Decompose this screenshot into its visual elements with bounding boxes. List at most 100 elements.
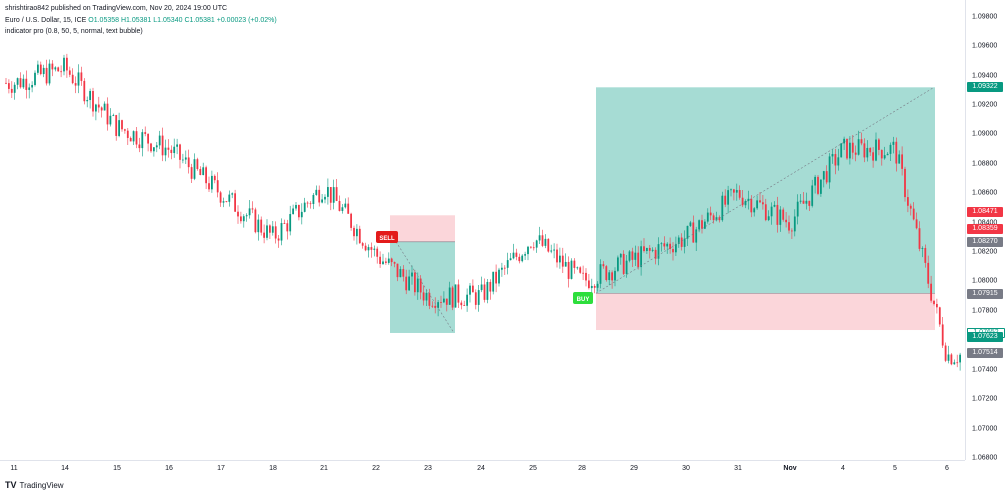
candle-body [95,104,97,112]
candle-body [300,211,303,218]
candle-body [518,256,521,262]
candle-body [767,216,770,221]
tradingview-logo[interactable]: TV TradingView [5,480,64,490]
candle-body [918,228,921,249]
candle-body [115,115,118,136]
candle-body [570,260,573,279]
candle-body [860,139,863,144]
candle-body [811,185,814,206]
buy-signal-badge[interactable]: BUY [573,292,593,304]
candle-body [289,214,292,232]
candle-body [472,285,474,293]
candle-body [791,230,793,232]
candle-body [318,189,321,203]
candle-body [202,167,205,176]
ohlc-open: O1.05358 [88,17,120,24]
candle-body [854,152,857,155]
candle-body [286,223,289,232]
time-tick-label: 17 [217,465,225,472]
candle-body [567,261,570,279]
candle-body [849,142,851,159]
brand-name: TradingView [19,480,64,490]
candle-body [785,219,787,223]
candle-body [274,226,277,239]
candle-body [857,139,860,155]
price-tick-label: 1.08200 [972,248,998,256]
candle-body [37,64,39,73]
candle-body [10,88,13,93]
candle-body [596,283,599,288]
candle-body [248,208,251,216]
candle-body [251,208,254,210]
candle-body [762,202,764,205]
candle-body [657,244,660,259]
candle-body [625,260,628,274]
candle-body [144,132,147,134]
candle-body [466,294,468,306]
candle-body [74,83,77,86]
sell-signal-badge[interactable]: SELL [376,231,398,243]
candle-body [851,142,854,153]
candle-body [715,217,718,221]
candle-body [733,189,735,193]
candle-body [385,261,387,263]
candle-body [544,238,547,246]
candle-body [933,300,935,304]
candle-body [358,228,361,244]
candle-body [953,362,956,365]
candle-body [582,272,584,274]
candle-body [738,190,741,198]
candle-body [646,247,648,252]
candle-body [309,203,312,205]
chart-area[interactable]: SELL BUY shrishtirao842 published on Trad… [0,0,965,460]
candle-body [364,245,367,251]
candle-body [709,212,712,216]
candle-body [39,64,42,75]
candle-body [155,145,158,148]
candle-body [614,270,616,281]
candle-body [147,133,149,144]
candle-body [356,228,358,237]
candle-body [242,216,245,222]
candle-body [503,267,506,269]
candle-body [553,249,555,251]
candle-body [402,269,405,277]
candle-body [532,247,535,249]
candle-body [266,225,268,238]
time-tick-label: 14 [61,465,69,472]
candle-body [103,103,106,111]
candle-body [530,246,532,248]
buy-badge-bg [573,292,593,304]
candle-body [648,247,651,251]
candle-body [654,249,657,259]
candle-body [263,232,265,238]
candle-body [190,167,193,179]
candle-body [158,135,161,146]
candle-body [593,285,596,288]
time-axis[interactable]: 11 14 15 16 17 18 21 22 23 24 25 28 29 30 31 Nov 4 5 6 [0,460,965,478]
candle-body [825,171,828,183]
candle-body [141,132,144,149]
candle-body [219,192,222,203]
candle-body [347,203,350,214]
candle-body [634,252,637,260]
candle-body [770,206,773,217]
candle-body [332,187,335,203]
time-tick-label: 21 [320,465,328,472]
price-tick-label: 1.06800 [972,454,998,462]
candle-body [428,292,431,306]
price-axis[interactable]: 1.09800 1.09600 1.09400 1.09200 1.09000 1.088… [965,0,1005,462]
candle-body [675,243,677,253]
candle-body [329,187,332,203]
price-chart[interactable]: SELL BUY [0,0,965,460]
price-tick-label: 1.07400 [972,366,998,374]
candle-body [489,281,492,292]
candle-body [872,152,874,161]
candle-body [370,247,373,250]
candle-body [666,243,669,247]
candle-body [805,200,808,204]
candle-body [643,246,645,252]
candle-body [100,107,103,111]
candle-body [422,292,425,301]
candle-body [184,157,187,160]
